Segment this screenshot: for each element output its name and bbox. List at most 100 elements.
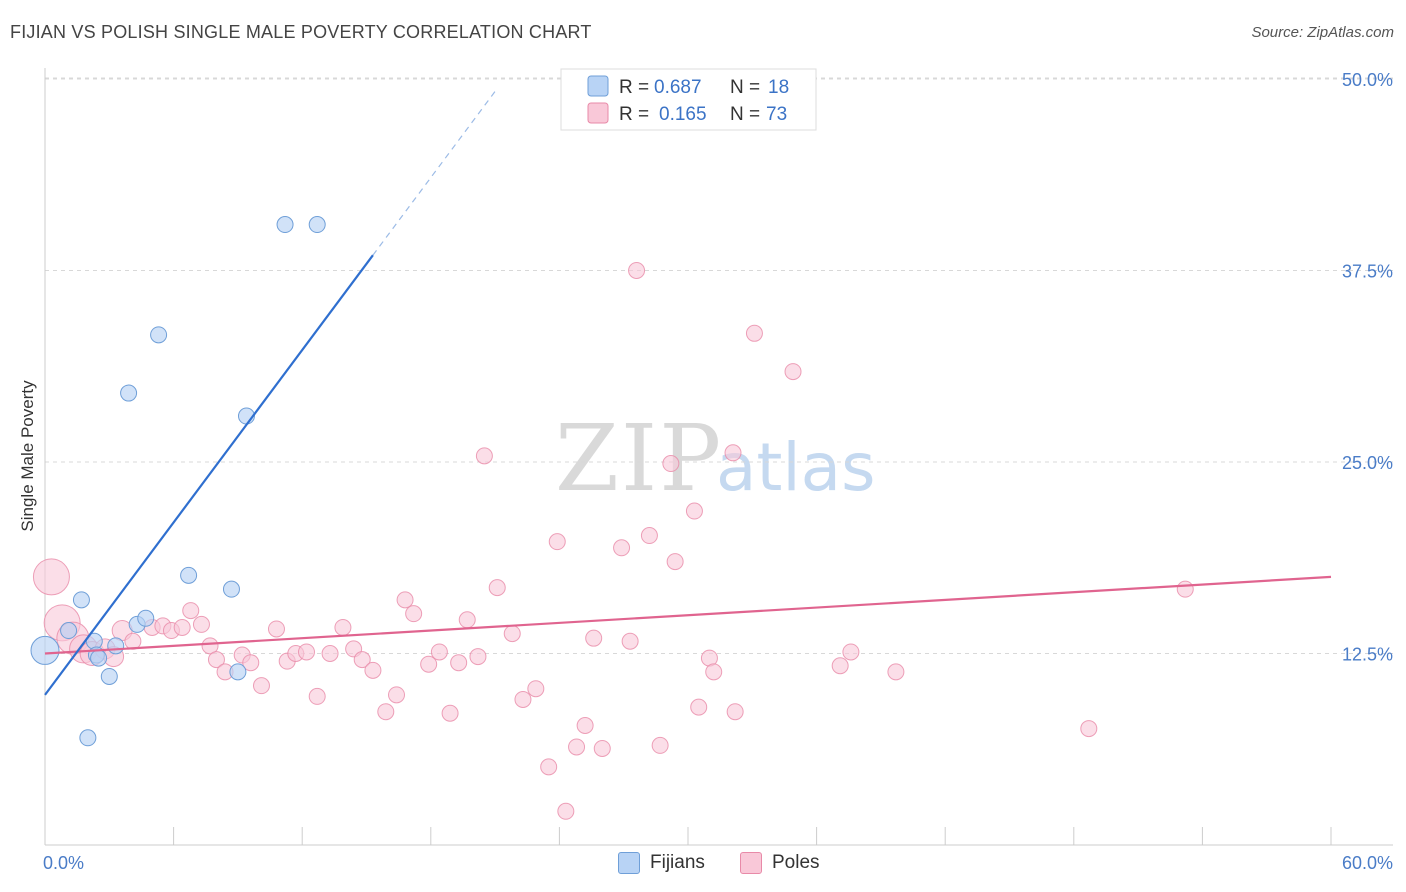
tick-labels: 12.5% 25.0% 37.5% 50.0% 0.0% 60.0% [43,70,1393,873]
legend-fijians-n-label: N = [730,77,760,98]
poles-point [887,663,905,681]
poles-point [784,363,802,381]
chart-title: FIJIAN VS POLISH SINGLE MALE POVERTY COR… [10,22,592,42]
fijians-point [60,622,78,640]
legend-box: R = 0.687 N = 18 R = 0.165 N = 73 [560,68,817,131]
bottom-legend-poles: Poles [740,852,820,874]
poles-points [32,262,1194,820]
poles-point [568,738,586,756]
poles-point [621,632,639,650]
poles-point [353,651,371,669]
bottom-legend-poles-label: Poles [772,852,820,873]
legend-fijians-r-value: 0.687 [654,77,702,98]
fijians-trend-extension [372,91,496,256]
fijians-point [107,637,125,655]
poles-point [662,455,680,473]
poles-point [201,637,219,655]
fijians-point [79,729,97,747]
poles-point [388,686,406,704]
poles-point [297,643,315,661]
poles-point [690,698,708,716]
fijians-trend-line [44,254,374,696]
poles-point [488,579,506,597]
fijians-point [229,663,247,681]
trend-lines [44,91,1332,696]
poles-point [1176,580,1194,598]
poles-point [334,618,352,636]
y-tick-label: 37.5% [1342,262,1393,282]
poles-point [308,687,326,705]
poles-point [514,690,532,708]
bottom-legend-fijians-label: Fijians [650,852,705,873]
x-tick-label-max: 60.0% [1342,853,1393,873]
poles-point [32,558,70,596]
legend-poles-swatch [587,102,609,124]
poles-point [430,643,448,661]
poles-point [831,657,849,675]
watermark-zip: ZIP [555,405,723,512]
poles-point [396,591,414,609]
poles-point [745,324,763,342]
fijians-point [150,326,168,344]
y-tick-label: 25.0% [1342,453,1393,473]
poles-point [576,717,594,735]
legend-poles-n-value: 73 [766,104,787,125]
fijians-swatch [618,852,640,874]
poles-point [207,651,225,669]
fijians-point [180,566,198,584]
poles-point [628,262,646,279]
poles-point [450,654,468,672]
poles-point [503,625,521,643]
grid-lines [45,77,1393,654]
poles-point [377,703,395,721]
poles-point [321,645,339,662]
poles-point [666,553,684,571]
legend-fijians-swatch [587,75,609,97]
watermark-atlas: atlas [716,429,876,506]
poles-point [405,605,423,623]
poles-point [585,629,603,647]
legend-poles-r-label: R = [619,104,649,125]
poles-point [557,802,575,820]
poles-point [441,704,459,722]
fijians-points [30,216,326,747]
legend-poles-n-label: N = [730,104,760,125]
fijians-point [222,580,240,598]
fijians-point [308,216,326,234]
poles-point [842,643,860,661]
source-credit: Source: ZipAtlas.com [1251,24,1394,41]
poles-point [420,655,438,673]
legend-fijians-n-value: 18 [768,77,789,98]
fijians-point [72,591,90,609]
poles-point [540,758,558,776]
x-tick-label-min: 0.0% [43,853,84,873]
poles-point [1080,720,1098,738]
poles-point [705,663,723,681]
poles-point [548,533,566,551]
axes [44,68,1393,846]
poles-point [527,680,545,698]
poles-point [364,661,382,679]
poles-point [242,654,260,672]
poles-swatch [740,852,762,874]
fijians-point [137,609,155,627]
fijians-point [30,635,60,665]
poles-point [724,444,742,462]
fijians-point [120,384,138,402]
poles-point [726,703,744,721]
poles-point [593,739,611,757]
fijians-point [100,667,118,685]
poles-point [192,615,210,633]
poles-point [458,611,476,629]
poles-point [252,677,270,695]
poles-point [685,502,703,520]
poles-point [182,602,200,620]
poles-point [469,648,487,666]
legend-poles-r-value: 0.165 [659,104,707,125]
y-tick-label: 50.0% [1342,70,1393,90]
fijians-point [90,649,108,667]
poles-point [173,618,191,636]
poles-point [613,539,631,557]
y-tick-label: 12.5% [1342,645,1393,665]
